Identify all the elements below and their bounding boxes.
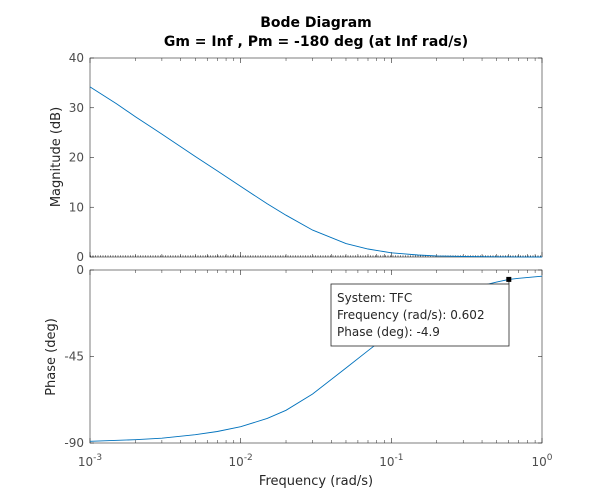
phase-series-line bbox=[89, 275, 543, 442]
magnitude-ytick-label: 20 bbox=[69, 151, 84, 165]
phase-ytick-label: -90 bbox=[64, 436, 84, 450]
phase-ylabel: Phase (deg) bbox=[44, 318, 59, 396]
xtick-label: 10-1 bbox=[379, 453, 403, 469]
phase-ytick-label: 0 bbox=[76, 263, 84, 277]
chart-title: Bode Diagram bbox=[260, 15, 372, 31]
phase-ytick-label: -45 bbox=[64, 350, 84, 364]
datatip-line-system: System: TFC bbox=[337, 291, 412, 305]
xtick-label: 100 bbox=[531, 453, 552, 469]
magnitude-ytick-label: 10 bbox=[69, 200, 84, 214]
magnitude-ytick-label: 0 bbox=[76, 250, 84, 264]
magnitude-series-line bbox=[89, 86, 543, 258]
magnitude-ytick-label: 40 bbox=[69, 51, 84, 65]
xtick-label: 10-3 bbox=[78, 453, 102, 469]
datatip-marker[interactable] bbox=[506, 276, 512, 282]
datatip-line-frequency: Frequency (rad/s): 0.602 bbox=[337, 308, 485, 322]
x-axis-label: Frequency (rad/s) bbox=[259, 474, 373, 489]
datatip-box[interactable] bbox=[330, 283, 510, 347]
magnitude-ylabel: Magnitude (dB) bbox=[49, 107, 64, 207]
magnitude-ytick-label: 30 bbox=[69, 101, 84, 115]
xtick-label: 10-2 bbox=[229, 453, 253, 469]
magnitude-plot-area bbox=[89, 57, 543, 258]
chart-subtitle: Gm = Inf , Pm = -180 deg (at Inf rad/s) bbox=[164, 34, 468, 50]
magnitude-axes: 0 10 20 30 40 bbox=[69, 51, 543, 264]
datatip[interactable]: System: TFC Frequency (rad/s): 0.602 Pha… bbox=[330, 276, 512, 347]
datatip-line-phase: Phase (deg): -4.9 bbox=[337, 325, 440, 339]
